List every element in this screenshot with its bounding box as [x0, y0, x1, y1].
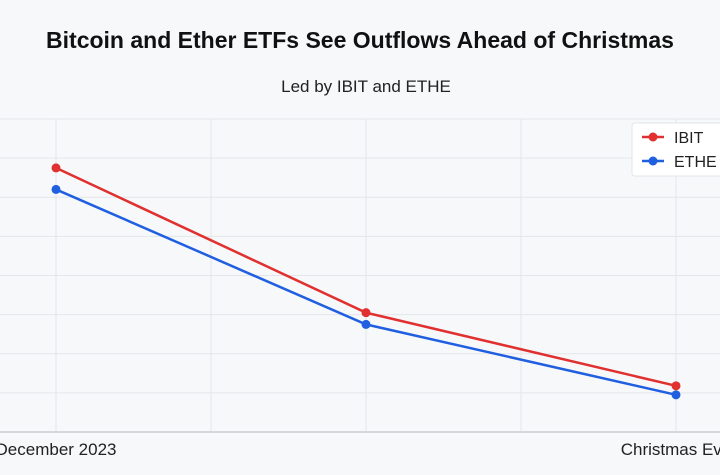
- chart-title: Bitcoin and Ether ETFs See Outflows Ahea…: [46, 27, 674, 53]
- data-point-ibit: [51, 163, 61, 173]
- data-point-ethe: [671, 390, 681, 400]
- x-axis: December 2023 Christmas Eve: [0, 440, 720, 459]
- legend-label: ETHE: [674, 154, 717, 171]
- legend-label: IBIT: [674, 130, 704, 147]
- x-tick-label: Christmas Eve: [621, 440, 720, 459]
- x-tick-label: December 2023: [0, 440, 116, 459]
- chart-subtitle: Led by IBIT and ETHE: [281, 77, 451, 96]
- legend-swatch-marker: [648, 132, 658, 142]
- legend: IBIT ETHE: [631, 122, 720, 177]
- data-point-ethe: [51, 184, 61, 194]
- legend-swatch-marker: [648, 156, 658, 166]
- plot-area: [51, 163, 681, 400]
- data-point-ibit: [671, 381, 681, 391]
- grid: [0, 118, 720, 433]
- data-point-ibit: [361, 308, 371, 318]
- data-point-ethe: [361, 319, 371, 329]
